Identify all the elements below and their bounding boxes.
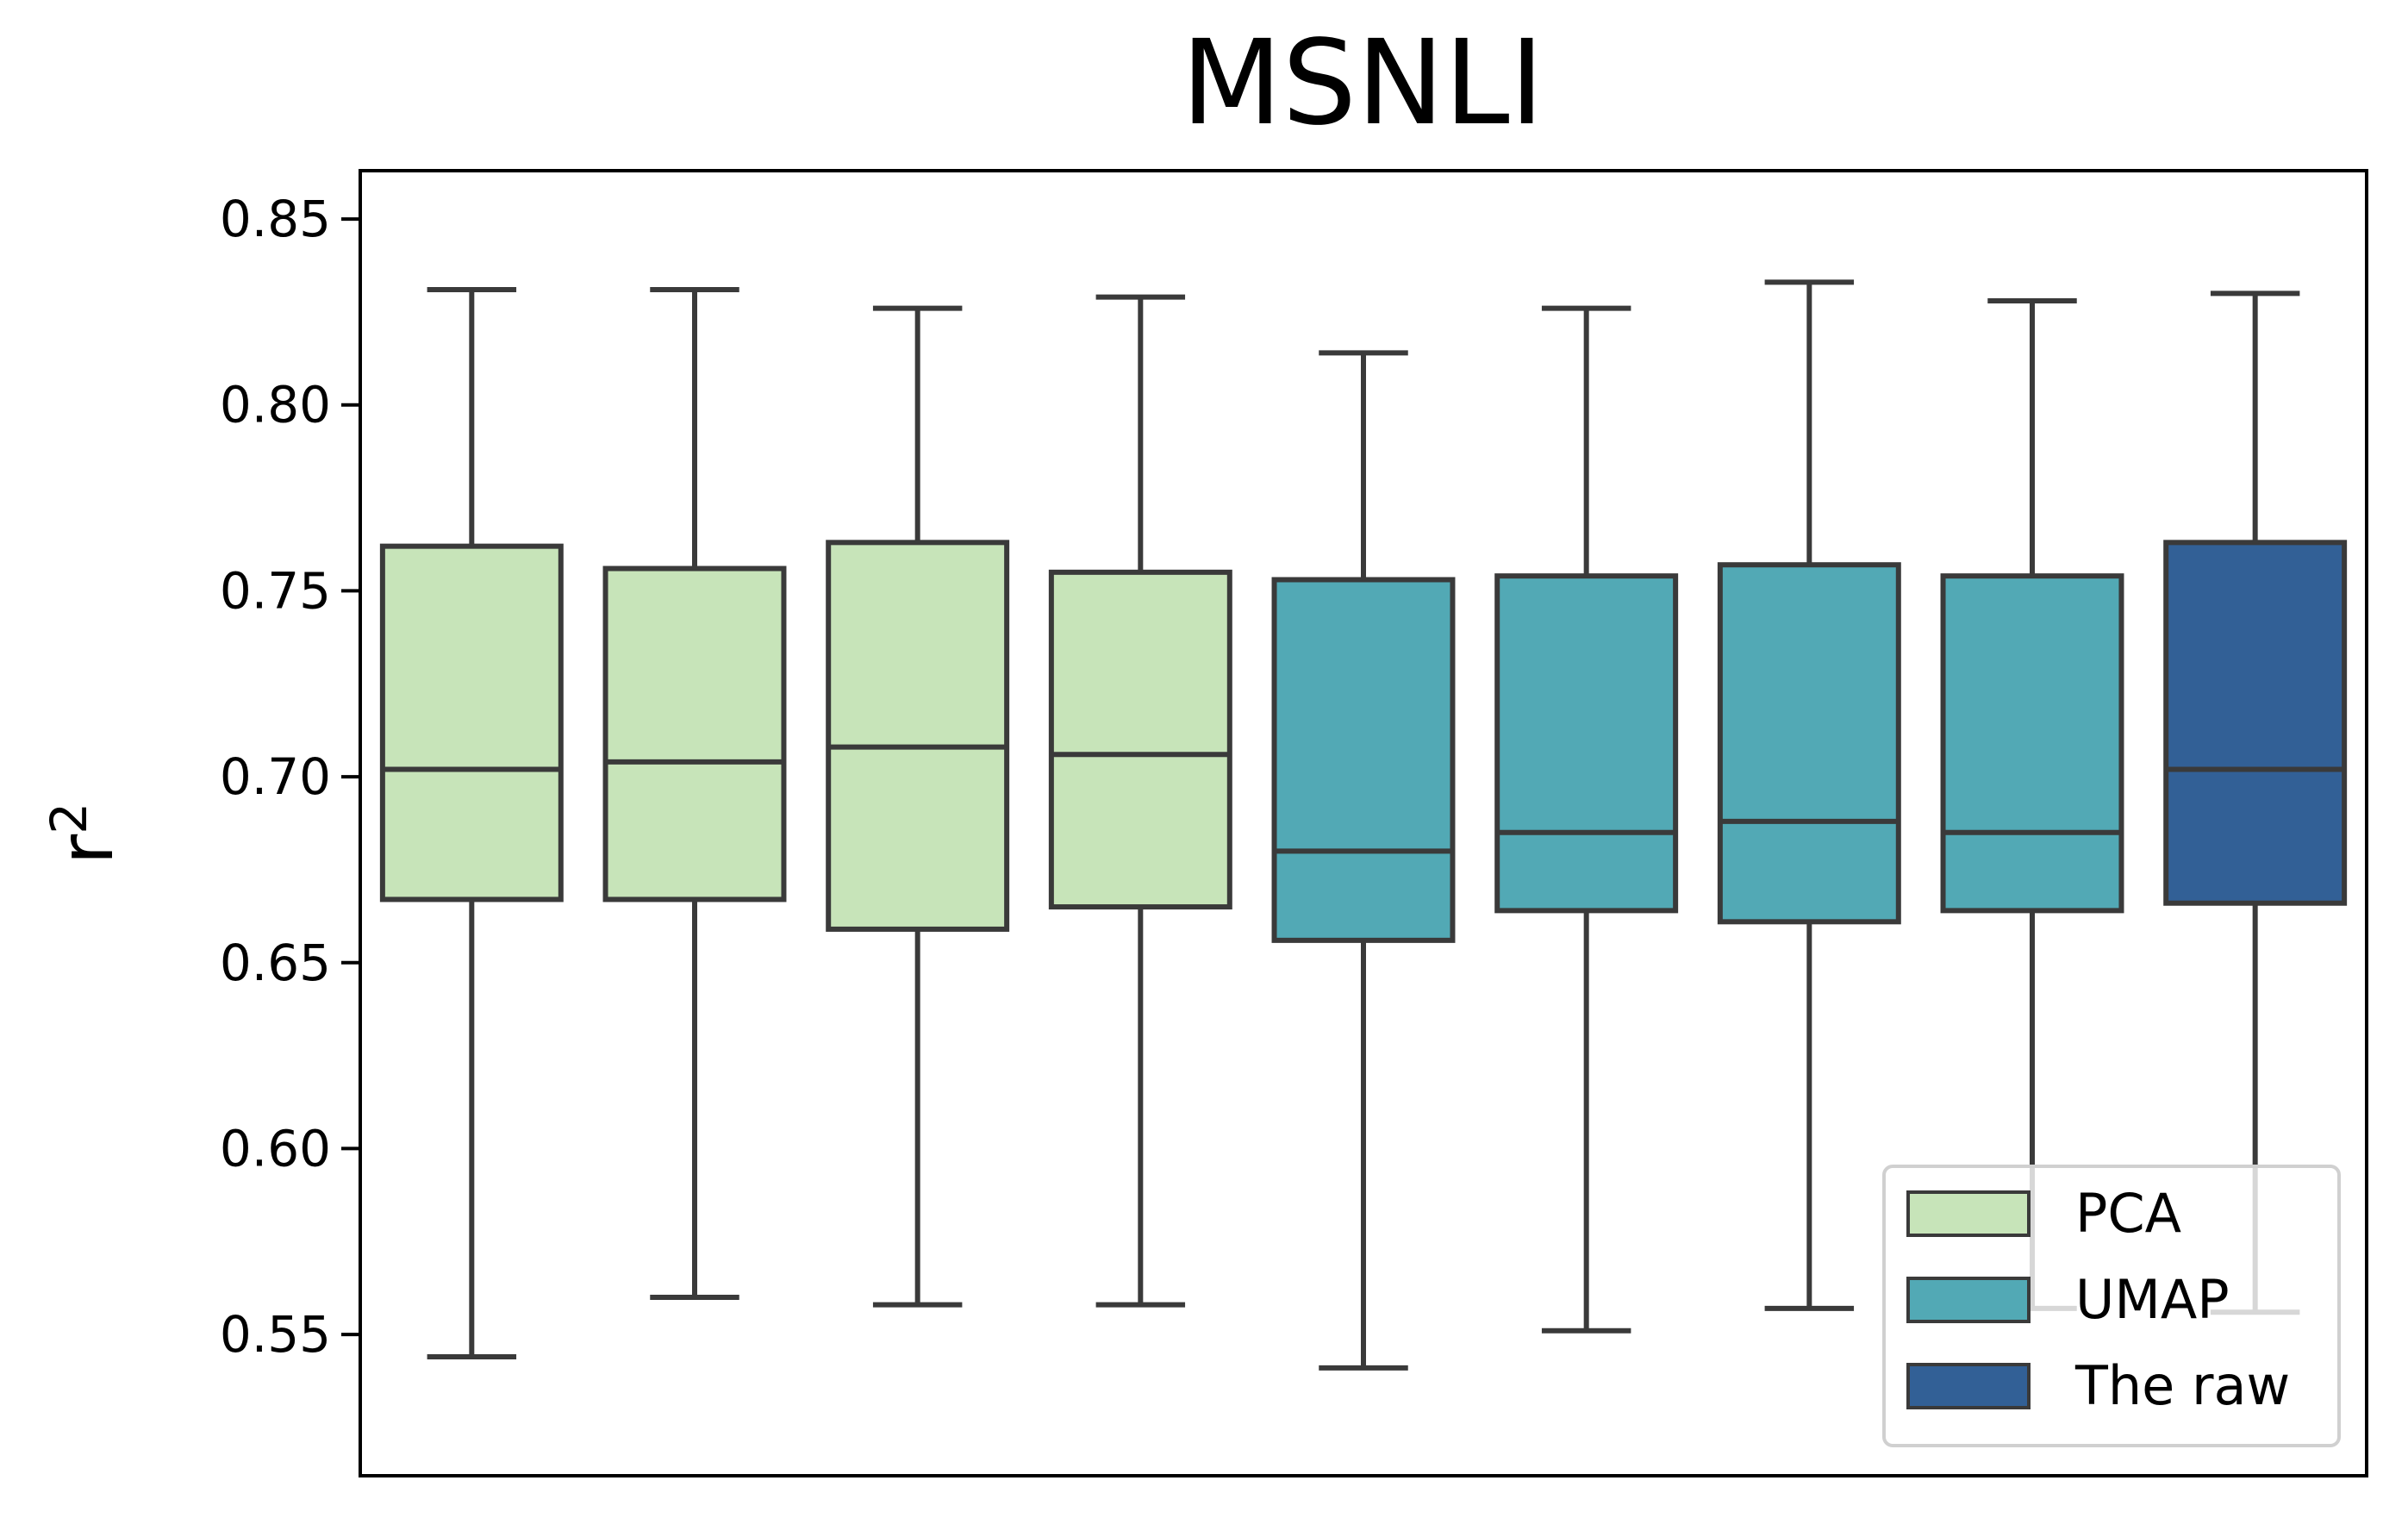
- box-iqr: [2163, 540, 2348, 906]
- legend-label: UMAP: [2075, 1268, 2230, 1331]
- box-9: [2163, 290, 2348, 1315]
- box-4: [1048, 294, 1232, 1308]
- chart-title: MSNLI: [1181, 16, 1544, 152]
- box-iqr: [1271, 577, 1456, 943]
- box-5: [1271, 350, 1456, 1371]
- y-tick-label: 0.80: [220, 376, 331, 434]
- y-tick-label: 0.75: [220, 561, 331, 620]
- box-iqr: [826, 540, 1010, 932]
- legend-item-3: The raw: [1906, 1354, 2290, 1417]
- box-8: [1940, 297, 2124, 1311]
- y-tick-label: 0.65: [220, 934, 331, 992]
- legend-item-1: PCA: [1906, 1182, 2181, 1245]
- box-iqr: [1717, 562, 1901, 925]
- plot-frame: [359, 169, 2368, 1477]
- legend-label: The raw: [2074, 1354, 2290, 1417]
- legend-swatch: [1906, 1277, 2031, 1323]
- box-3: [826, 305, 1010, 1308]
- legend-label: PCA: [2075, 1182, 2181, 1245]
- box-6: [1494, 305, 1679, 1334]
- box-iqr: [1940, 573, 2124, 914]
- y-tick-label: 0.85: [220, 190, 331, 248]
- y-axis-label: r2: [40, 803, 130, 865]
- y-axis: 0.55 0.60 0.65 0.70 0.75 0.80 0.85: [220, 190, 360, 1364]
- plot-area: [379, 279, 2348, 1371]
- legend-item-2: UMAP: [1906, 1268, 2230, 1331]
- legend-swatch: [1906, 1190, 2031, 1237]
- y-tick-label: 0.55: [220, 1305, 331, 1364]
- box-1: [379, 287, 564, 1359]
- box-2: [602, 287, 787, 1300]
- legend-swatch: [1906, 1363, 2031, 1409]
- legend: PCA UMAP The raw: [1882, 1165, 2341, 1447]
- box-7: [1717, 279, 1901, 1311]
- box-iqr: [379, 543, 564, 903]
- box-iqr: [602, 565, 787, 903]
- box-iqr: [1048, 569, 1232, 910]
- box-iqr: [1494, 573, 1679, 914]
- y-tick-label: 0.70: [220, 747, 331, 806]
- y-axis-label-superscript: 2: [40, 803, 98, 834]
- y-tick-label: 0.60: [220, 1119, 331, 1178]
- y-axis-label-base: r: [44, 834, 130, 865]
